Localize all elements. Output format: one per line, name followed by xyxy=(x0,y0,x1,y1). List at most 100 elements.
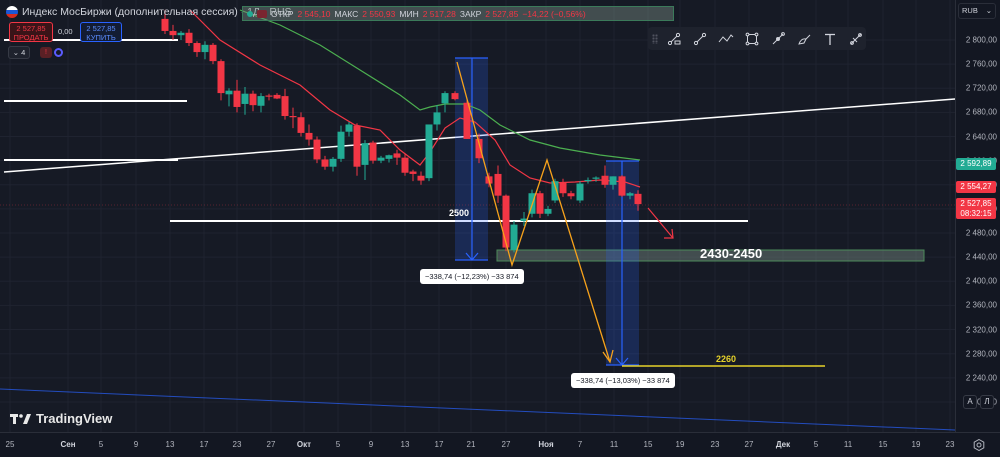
candle[interactable] xyxy=(289,107,297,129)
measure-1-tooltip: −338,74 (−12,23%) −33 874 xyxy=(420,269,524,284)
tradingview-logo-icon xyxy=(10,413,31,424)
candle[interactable] xyxy=(329,157,337,172)
time-tick: Сен xyxy=(60,440,76,449)
trend-line-tool-icon[interactable] xyxy=(664,30,684,48)
auto-scale-button[interactable]: A xyxy=(963,395,977,409)
time-tick: 23 xyxy=(945,440,955,449)
candle[interactable] xyxy=(161,9,169,34)
candle[interactable] xyxy=(201,41,209,60)
price-tick: 2 400,00 xyxy=(965,276,997,286)
candle[interactable] xyxy=(601,165,609,188)
price-tick: 2 280,00 xyxy=(965,349,997,359)
candle[interactable] xyxy=(592,176,600,182)
candle[interactable] xyxy=(217,59,225,101)
candle[interactable] xyxy=(273,93,281,100)
candle[interactable] xyxy=(551,178,559,203)
candlestick-series[interactable] xyxy=(161,9,642,253)
candle[interactable] xyxy=(345,122,353,137)
candle[interactable] xyxy=(257,93,265,113)
candle[interactable] xyxy=(494,165,502,203)
chart-plot-area[interactable]: 2500 2430-2450 2260 −338,74 (−12,23%) −3… xyxy=(0,0,955,432)
drag-handle-icon[interactable] xyxy=(652,33,658,44)
text-tool-icon[interactable] xyxy=(820,30,840,48)
candle[interactable] xyxy=(361,140,369,180)
candle[interactable] xyxy=(321,155,329,170)
path-tool-icon[interactable] xyxy=(716,30,736,48)
price-range-tool-icon[interactable] xyxy=(846,30,866,48)
alert-badge[interactable]: ! xyxy=(40,47,52,58)
candle[interactable] xyxy=(451,91,459,101)
bar-countdown: 08:32:15 xyxy=(960,209,992,218)
candle[interactable] xyxy=(626,192,634,200)
candle[interactable] xyxy=(385,154,393,163)
brush-tool-icon[interactable] xyxy=(794,30,814,48)
candle[interactable] xyxy=(337,125,345,162)
down-arrow[interactable] xyxy=(647,207,674,239)
candle[interactable] xyxy=(441,91,449,113)
candle[interactable] xyxy=(417,171,425,185)
time-tick: 9 xyxy=(368,440,374,449)
candle[interactable] xyxy=(618,175,626,197)
candle[interactable] xyxy=(265,93,273,101)
candle[interactable] xyxy=(433,105,441,131)
rectangle-tool-icon[interactable] xyxy=(742,30,762,48)
support-zone-rect[interactable] xyxy=(496,249,925,262)
candle[interactable] xyxy=(225,88,233,107)
candle[interactable] xyxy=(369,140,377,164)
candle[interactable] xyxy=(241,87,249,115)
candle[interactable] xyxy=(193,41,201,57)
channel-trendline[interactable] xyxy=(0,388,955,431)
time-axis[interactable]: 25 Сен 5 9 13 17 23 27 Окт 5 9 13 17 21 27 Ноя 7 11 15 19 23… xyxy=(0,432,1000,457)
high-label: МАКС xyxy=(334,8,359,19)
candle[interactable] xyxy=(249,90,257,112)
buy-button[interactable]: 2 527,85 КУПИТЬ xyxy=(80,22,122,42)
price-tick: 2 480,00 xyxy=(965,228,997,238)
candle[interactable] xyxy=(305,124,313,146)
candle[interactable] xyxy=(185,29,193,47)
time-tick: 23 xyxy=(710,440,720,449)
projection-path[interactable] xyxy=(456,61,611,363)
chart-canvas[interactable] xyxy=(0,0,955,432)
log-scale-button[interactable]: Л xyxy=(980,395,994,409)
candle[interactable] xyxy=(377,155,385,164)
last-price-tag: 2 527,85 08:32:15 xyxy=(956,198,996,219)
candle[interactable] xyxy=(393,149,401,165)
time-tick: 15 xyxy=(878,440,888,449)
drawing-toolbar[interactable] xyxy=(648,27,866,50)
candle[interactable] xyxy=(510,220,518,253)
candle[interactable] xyxy=(576,181,584,203)
candle[interactable] xyxy=(544,205,552,217)
tradingview-logo[interactable]: TradingView xyxy=(10,411,112,426)
indicators-collapse-button[interactable]: ⌄ 4 xyxy=(8,46,30,59)
ma-fast-line[interactable] xyxy=(189,9,641,188)
candle[interactable] xyxy=(209,43,217,65)
candle[interactable] xyxy=(520,211,528,226)
candle[interactable] xyxy=(281,88,289,120)
candle[interactable] xyxy=(634,190,642,211)
last-price-value: 2 527,85 xyxy=(960,199,992,208)
candle[interactable] xyxy=(353,123,361,176)
measure-tool-icon[interactable] xyxy=(768,30,788,48)
candle[interactable] xyxy=(297,112,305,137)
candle[interactable] xyxy=(463,100,471,139)
candle[interactable] xyxy=(567,190,575,200)
candle[interactable] xyxy=(401,153,409,176)
settings-gear-icon[interactable] xyxy=(973,439,985,451)
symbol-legend[interactable]: Индекс МосБиржи (дополнительная сессия) … xyxy=(6,4,292,20)
candle[interactable] xyxy=(233,79,241,113)
candle[interactable] xyxy=(536,190,544,218)
candle[interactable] xyxy=(475,133,483,164)
candle[interactable] xyxy=(177,30,185,40)
candle[interactable] xyxy=(584,177,592,184)
sell-button[interactable]: 2 527,85 ПРОДАТЬ xyxy=(9,22,53,42)
candle[interactable] xyxy=(313,136,321,164)
low-label: МИН xyxy=(399,8,419,19)
currency-selector[interactable]: RUB ⌄ xyxy=(958,3,996,19)
candle[interactable] xyxy=(169,24,177,40)
candle[interactable] xyxy=(409,169,417,182)
candle[interactable] xyxy=(609,176,617,190)
ray-tool-icon[interactable] xyxy=(690,30,710,48)
candle[interactable] xyxy=(425,124,433,182)
candle[interactable] xyxy=(559,178,567,197)
